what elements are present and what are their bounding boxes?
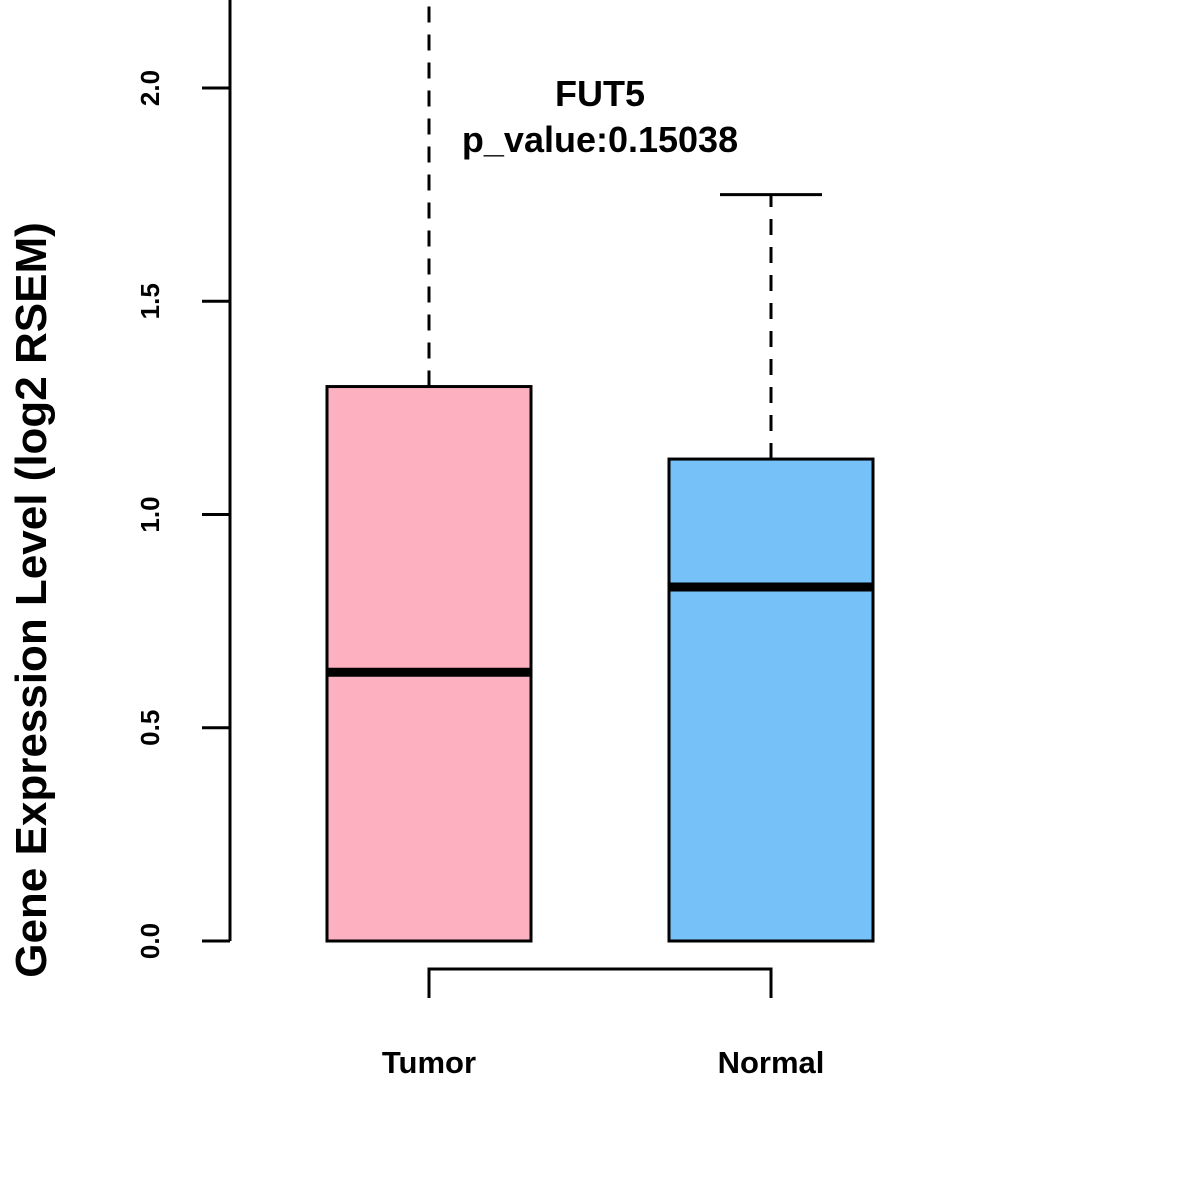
box-body <box>667 457 875 943</box>
y-tick-label: 1.5 <box>135 283 165 319</box>
box-group <box>325 0 875 943</box>
category-label: Tumor <box>382 1045 476 1080</box>
x-axis-labels: Tumor Normal <box>382 1045 824 1080</box>
y-axis: 0.00.51.01.52.02.53.0 <box>135 0 232 959</box>
box-body <box>325 385 533 943</box>
comparison-bracket <box>427 967 773 998</box>
y-tick-label: 1.0 <box>135 496 165 532</box>
box-normal <box>667 193 875 943</box>
y-tick-label: 2.0 <box>135 70 165 106</box>
chart-subtitle: p_value:0.15038 <box>462 119 738 160</box>
y-tick-label: 0.5 <box>135 710 165 746</box>
chart-title: FUT5 <box>555 73 645 114</box>
y-tick-label: 0.0 <box>135 923 165 959</box>
bracket-path <box>427 967 773 998</box>
box-tumor <box>325 0 533 943</box>
category-label: Normal <box>718 1045 825 1080</box>
y-axis-label: Gene Expression Level (log2 RSEM) <box>7 222 56 978</box>
